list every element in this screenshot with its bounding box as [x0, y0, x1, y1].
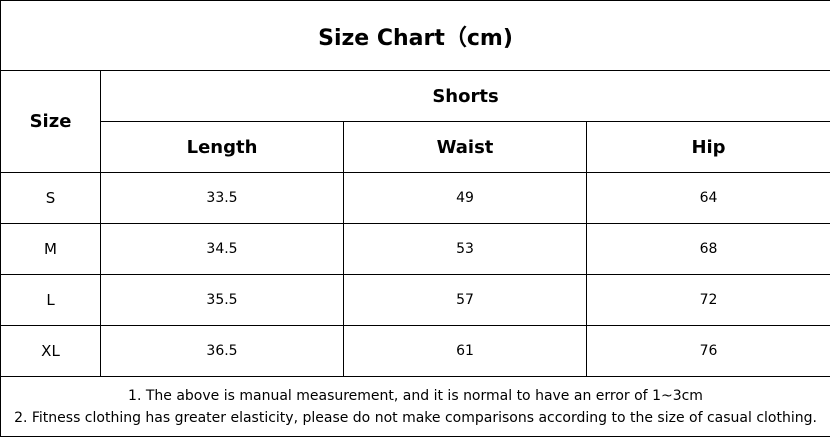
size-column-header: Size — [0, 70, 101, 173]
hip-cell: 64 — [586, 172, 830, 224]
table-row: L 35.5 57 72 — [0, 274, 830, 326]
length-cell: 34.5 — [100, 223, 344, 275]
length-cell: 36.5 — [100, 325, 344, 377]
column-header-row: Length Waist Hip — [1, 121, 830, 173]
waist-column-header: Waist — [343, 121, 587, 173]
size-cell: S — [0, 172, 101, 224]
hip-cell: 76 — [586, 325, 830, 377]
chart-title: Size Chart（cm) — [0, 0, 830, 71]
size-cell: XL — [0, 325, 101, 377]
waist-cell: 53 — [343, 223, 587, 275]
title-row: Size Chart（cm) — [0, 0, 830, 71]
table-row: XL 36.5 61 76 — [0, 325, 830, 377]
hip-cell: 72 — [586, 274, 830, 326]
size-cell: M — [0, 223, 101, 275]
group-header-row: Size Shorts — [0, 70, 830, 173]
size-cell: L — [0, 274, 101, 326]
table-row: S 33.5 49 64 — [0, 172, 830, 224]
note-2: 2. Fitness clothing has greater elastici… — [14, 409, 817, 426]
waist-cell: 61 — [343, 325, 587, 377]
hip-column-header: Hip — [586, 121, 830, 173]
table-row: M 34.5 53 68 — [0, 223, 830, 275]
length-column-header: Length — [100, 121, 344, 173]
waist-cell: 49 — [343, 172, 587, 224]
hip-cell: 68 — [586, 223, 830, 275]
length-cell: 35.5 — [100, 274, 344, 326]
waist-cell: 57 — [343, 274, 587, 326]
note-1: 1. The above is manual measurement, and … — [128, 387, 703, 404]
length-cell: 33.5 — [100, 172, 344, 224]
notes-cell: 1. The above is manual measurement, and … — [0, 376, 830, 437]
shorts-group-header: Shorts — [100, 70, 830, 122]
notes-row: 1. The above is manual measurement, and … — [0, 376, 830, 437]
